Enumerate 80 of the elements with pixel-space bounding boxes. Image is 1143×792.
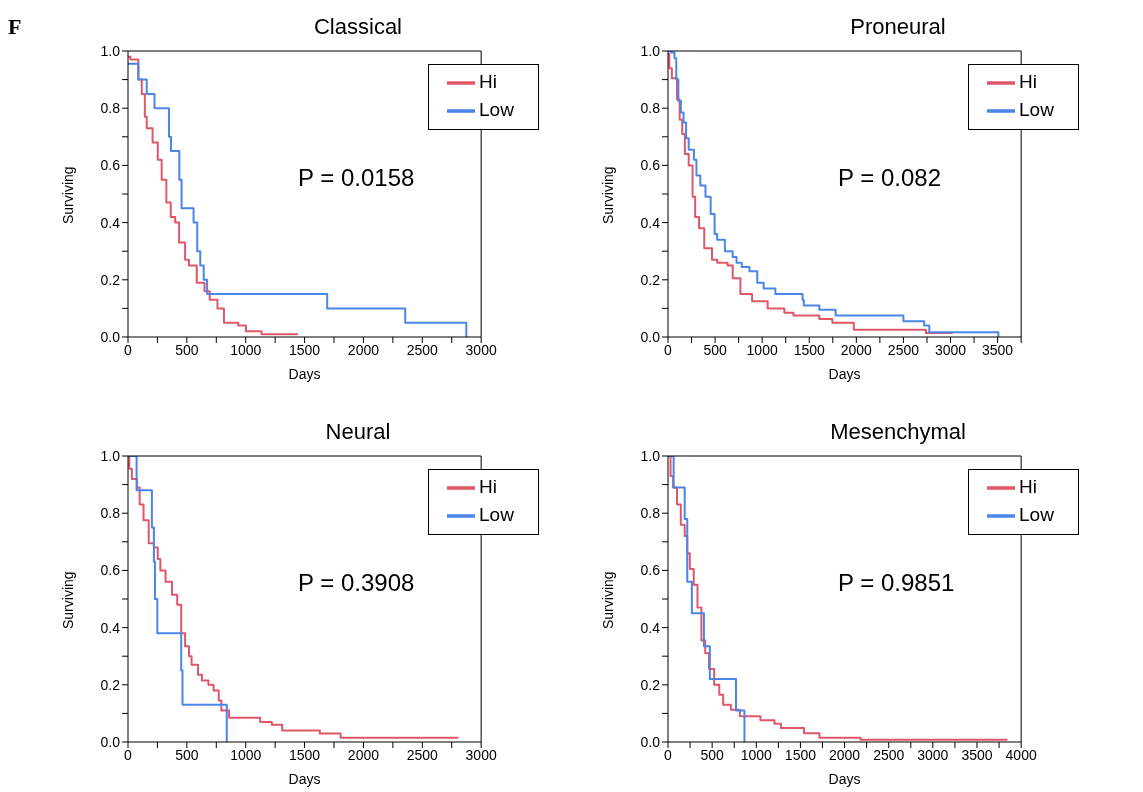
x-tick-label: 3500	[982, 341, 1014, 358]
x-tick-label: 3000	[917, 746, 949, 763]
x-tick-label: 500	[700, 746, 725, 763]
y-tick-label: 0.8	[100, 505, 121, 522]
y-tick-label: 1.0	[640, 447, 661, 464]
y-tick-label: 0.8	[100, 100, 121, 117]
y-tick-label: 0.4	[640, 214, 661, 231]
x-axis-title: Days	[828, 771, 861, 787]
y-tick-label: 0.6	[640, 157, 661, 174]
y-axis-title: Surviving	[599, 571, 616, 629]
x-tick-label: 500	[175, 746, 199, 763]
y-tick-label: 0.0	[640, 328, 661, 345]
x-tick-label: 2000	[347, 746, 380, 763]
y-tick-label: 1.0	[100, 447, 121, 464]
x-tick-label: 2000	[828, 746, 861, 763]
y-tick-label: 0.0	[640, 733, 661, 750]
x-tick-label: 1500	[288, 746, 321, 763]
x-tick-label: 1500	[793, 341, 826, 358]
y-tick-label: 0.6	[100, 157, 121, 174]
x-tick-label: 500	[175, 341, 199, 358]
y-tick-label: 0.2	[640, 271, 661, 288]
x-tick-label: 1000	[746, 341, 778, 358]
chart-title: Neural	[324, 419, 392, 446]
x-axis-title: Days	[288, 366, 321, 382]
x-tick-label: 0	[124, 341, 133, 358]
y-tick-label: 1.0	[100, 42, 121, 59]
x-tick-label: 1000	[230, 746, 262, 763]
y-axis-title: Surviving	[599, 166, 616, 224]
y-tick-label: 1.0	[640, 42, 661, 59]
y-tick-label: 0.8	[640, 100, 661, 117]
x-axis-title: Days	[288, 771, 321, 787]
chart-title: Proneural	[849, 14, 947, 41]
chart-title: Classical	[313, 14, 403, 41]
y-tick-label: 0.2	[640, 676, 661, 693]
legend-label: Low	[479, 504, 514, 526]
y-tick-label: 0.2	[100, 271, 121, 288]
x-tick-label: 1500	[288, 341, 321, 358]
x-tick-label: 4000	[1005, 746, 1037, 763]
x-tick-label: 2500	[406, 341, 439, 358]
legend-label: Hi	[1019, 71, 1037, 93]
x-axis-title: Days	[828, 366, 861, 382]
y-tick-label: 0.4	[640, 619, 661, 636]
x-tick-label: 2500	[406, 746, 439, 763]
text: F	[8, 14, 22, 40]
annotation: P = 0.9851	[838, 569, 955, 597]
x-tick-label: 2000	[840, 341, 873, 358]
x-tick-label: 2500	[873, 746, 905, 763]
y-axis-title: Surviving	[59, 571, 76, 629]
y-axis-title: Surviving	[59, 166, 76, 224]
y-tick-label: 0.8	[640, 505, 661, 522]
x-tick-label: 0	[664, 746, 673, 763]
x-tick-label: 1000	[230, 341, 262, 358]
x-tick-label: 2000	[347, 341, 380, 358]
chart-title: Mesenchymal	[829, 419, 967, 446]
legend-label: Hi	[479, 476, 497, 498]
y-tick-label: 0.0	[100, 328, 121, 345]
x-tick-label: 0	[124, 746, 133, 763]
x-tick-label: 500	[703, 341, 727, 358]
y-tick-label: 0.6	[640, 562, 661, 579]
x-tick-label: 3500	[961, 746, 993, 763]
annotation: P = 0.3908	[298, 569, 415, 597]
y-tick-label: 0.4	[100, 619, 121, 636]
annotation: P = 0.0158	[298, 164, 415, 192]
legend-label: Low	[1019, 99, 1054, 121]
x-tick-label: 3000	[465, 341, 497, 358]
x-tick-label: 3000	[465, 746, 497, 763]
x-tick-label: 0	[664, 341, 673, 358]
x-tick-label: 3000	[934, 341, 967, 358]
annotation: P = 0.082	[838, 164, 941, 192]
y-tick-label: 0.0	[100, 733, 121, 750]
legend-label: Hi	[479, 71, 497, 93]
x-tick-label: 1000	[740, 746, 773, 763]
x-tick-label: 1500	[784, 746, 817, 763]
legend-label: Low	[1019, 504, 1054, 526]
x-tick-label: 2500	[887, 341, 920, 358]
y-tick-label: 0.6	[100, 562, 121, 579]
y-tick-label: 0.4	[100, 214, 121, 231]
y-tick-label: 0.2	[100, 676, 121, 693]
legend-label: Hi	[1019, 476, 1037, 498]
legend-label: Low	[479, 99, 514, 121]
